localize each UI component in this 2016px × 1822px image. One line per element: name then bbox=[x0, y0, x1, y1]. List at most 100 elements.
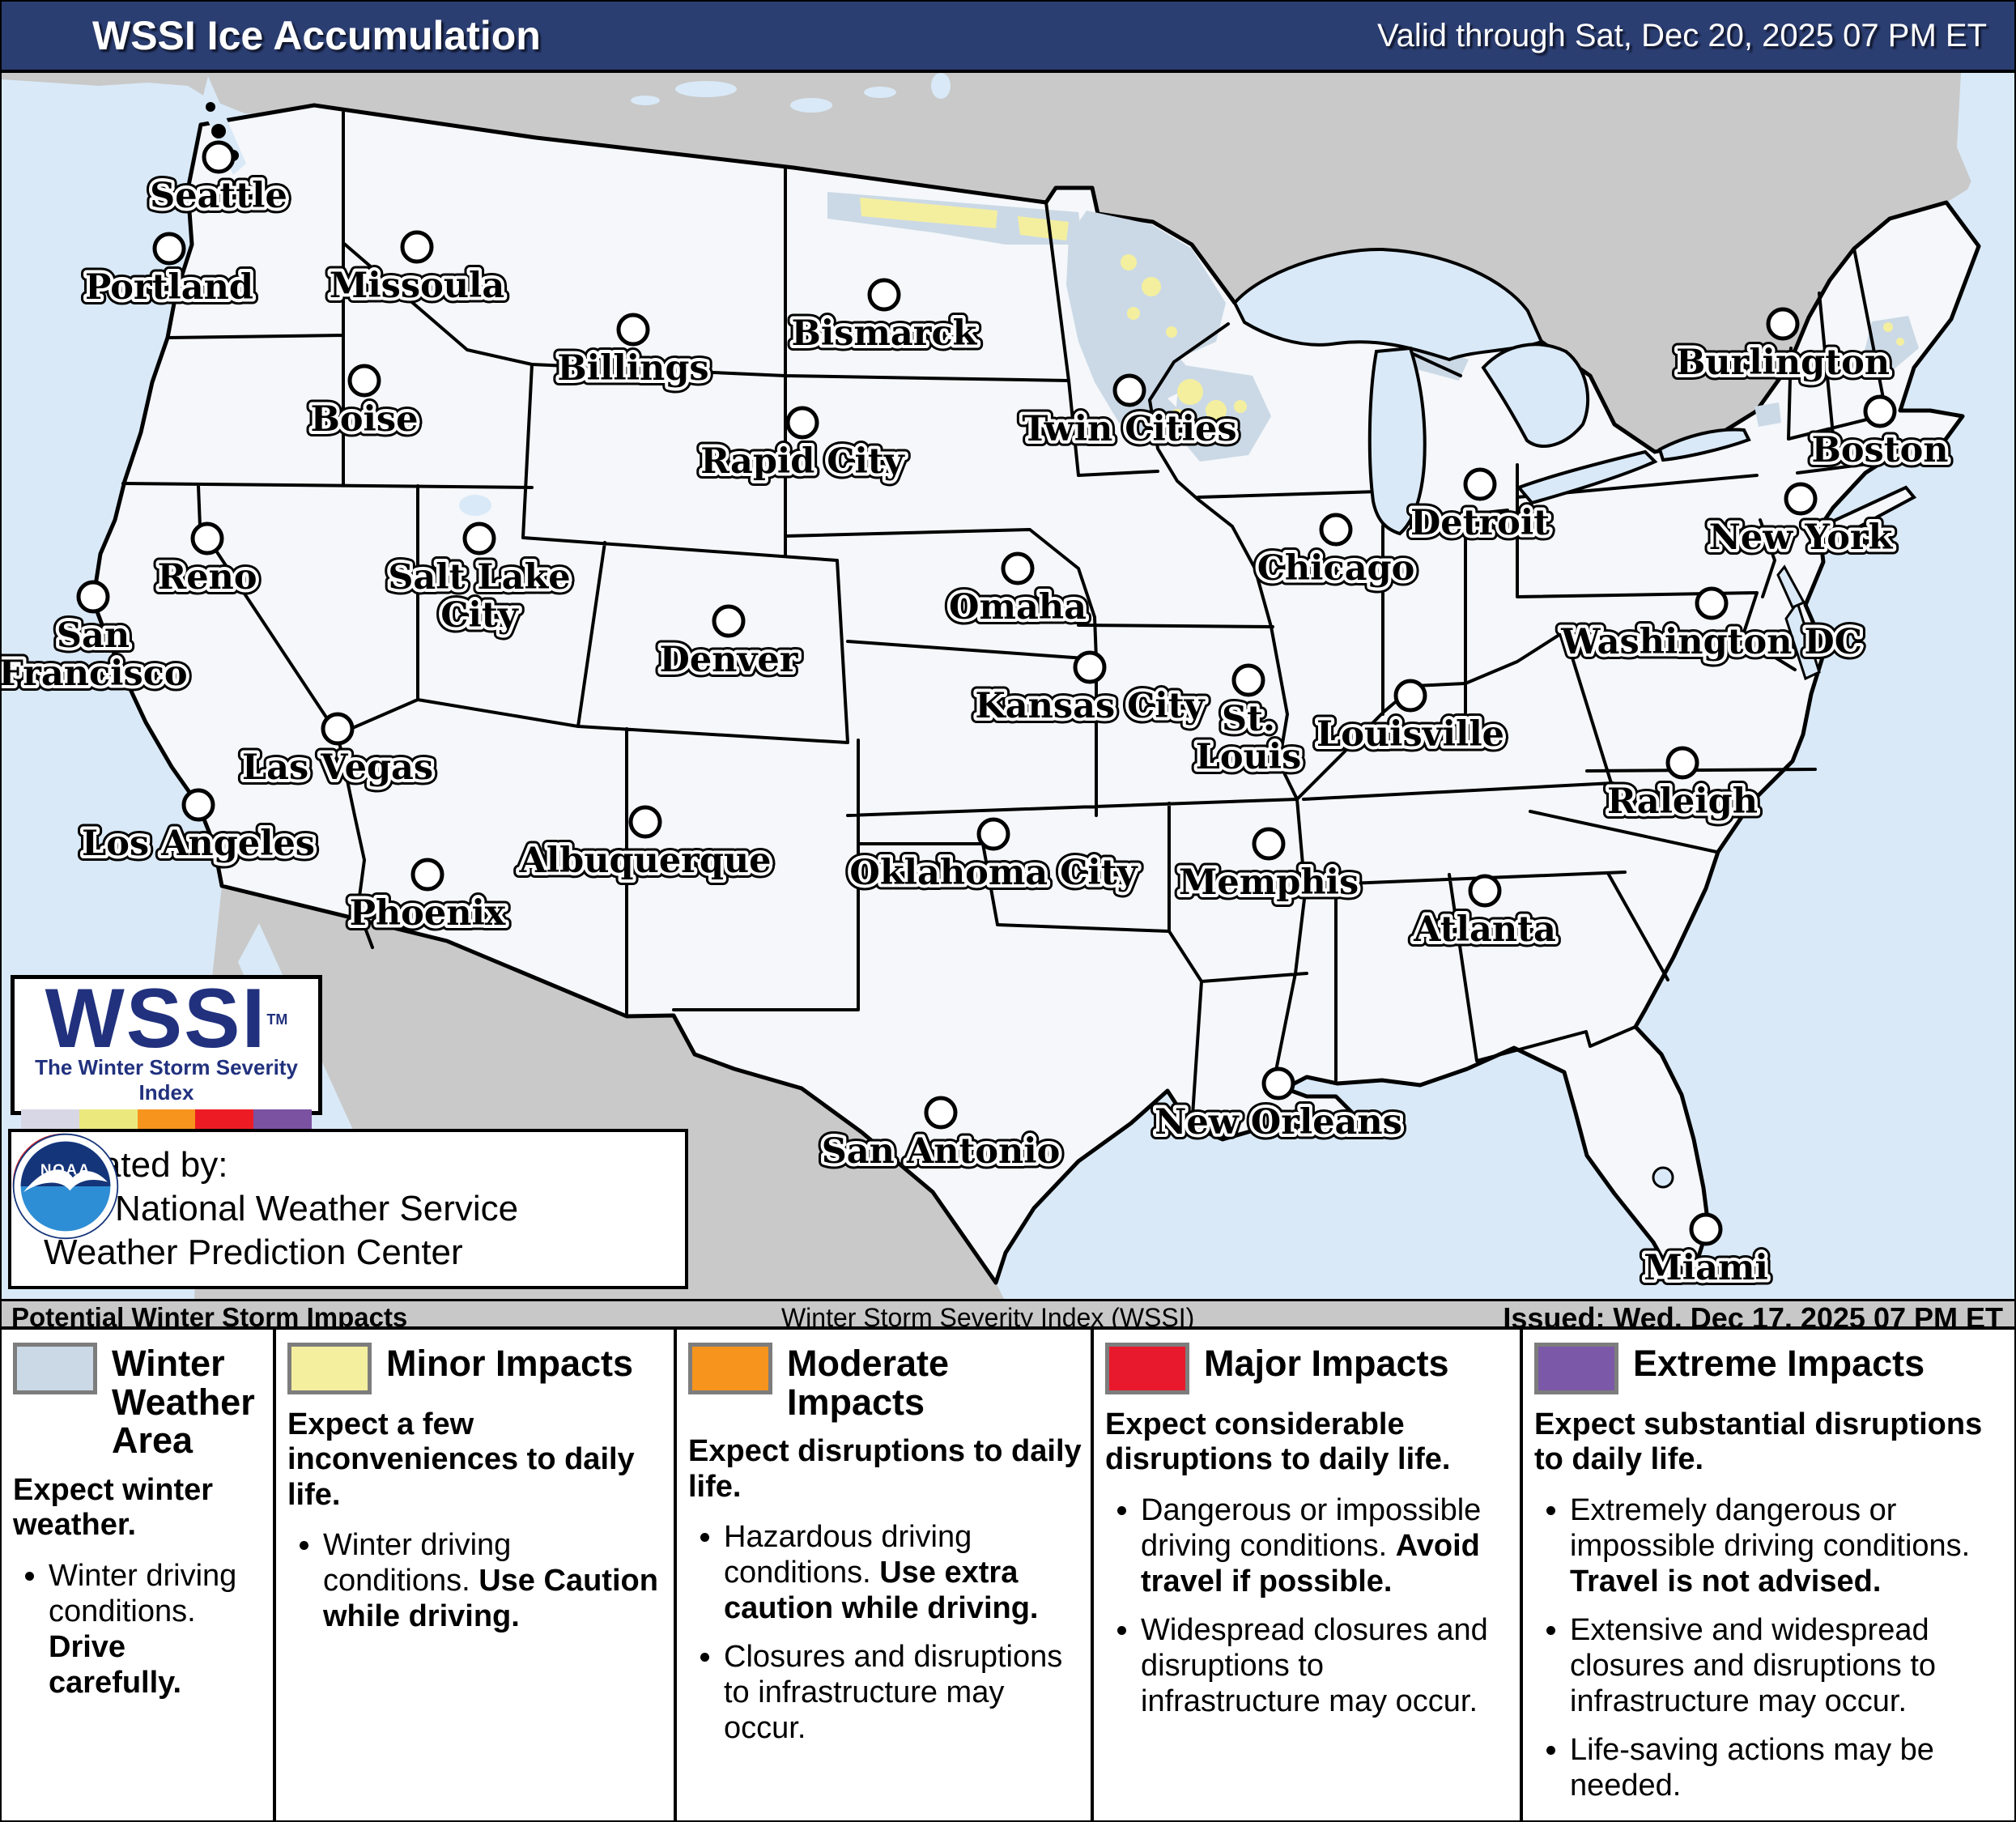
city-label: Detroit bbox=[1410, 503, 1550, 543]
city-dot bbox=[202, 140, 236, 174]
legend-column-header: Extreme Impacts bbox=[1534, 1343, 2010, 1394]
city-dot bbox=[152, 232, 186, 266]
minor-impact-shading bbox=[860, 198, 1904, 424]
city-dot bbox=[785, 406, 819, 440]
canada-landmass bbox=[2, 71, 2014, 452]
city-label: Rapid City bbox=[700, 441, 905, 482]
city-label: Omaha bbox=[949, 587, 1087, 628]
legend-column-header: Minor Impacts bbox=[287, 1343, 666, 1394]
legend-title: Winter Weather Area bbox=[112, 1343, 255, 1462]
city-label: Los Angeles bbox=[82, 824, 315, 864]
info-bar-subtitle: Winter Storm Severity Index (WSSI) bbox=[780, 1303, 1195, 1332]
city-label: Reno bbox=[157, 557, 257, 598]
city-label: Louis bbox=[1196, 737, 1302, 777]
city-dot bbox=[347, 364, 381, 398]
legend-bullet-list: Hazardous driving conditions. Use extra … bbox=[688, 1519, 1082, 1746]
city-dot bbox=[1001, 551, 1035, 585]
delaware-bay bbox=[1776, 564, 1806, 609]
header-bar: WSSI Ice Accumulation Valid through Sat,… bbox=[2, 2, 2014, 73]
legend-column-header: Winter Weather Area bbox=[13, 1343, 265, 1460]
city-label: Boston bbox=[1811, 430, 1948, 470]
city-dot bbox=[628, 805, 662, 839]
city-label: Miami bbox=[1644, 1248, 1768, 1288]
city-label: San bbox=[57, 615, 130, 656]
city-dot bbox=[190, 521, 224, 556]
city-dot bbox=[1252, 827, 1286, 861]
city-label: Los Angeles bbox=[82, 824, 315, 864]
city-label: Twin Cities bbox=[1022, 409, 1236, 449]
city-label: Portland bbox=[85, 267, 253, 308]
legend-bullet: Winter driving conditions. Drive careful… bbox=[49, 1558, 265, 1701]
legend-bullet: Hazardous driving conditions. Use extra … bbox=[724, 1519, 1082, 1626]
city-label: San Antonio bbox=[822, 1131, 1061, 1172]
issued-label: Issued: Wed, Dec 17, 2025 07 PM ET bbox=[1503, 1301, 2003, 1335]
city-label: Memphis bbox=[1179, 862, 1359, 903]
info-bar-title: Potential Winter Storm Impacts bbox=[11, 1302, 408, 1332]
credit-box: NOAA Created by: The National Weather Se… bbox=[8, 1129, 688, 1289]
coastal-details bbox=[201, 76, 1917, 1189]
lake-michigan bbox=[1367, 346, 1427, 536]
city-dot bbox=[1863, 394, 1897, 428]
city-label: Louisville bbox=[1316, 714, 1504, 755]
city-label: Las Vegas bbox=[242, 747, 433, 788]
city-dot bbox=[924, 1096, 958, 1130]
city-dot bbox=[976, 817, 1010, 851]
city-label: Billings bbox=[557, 348, 708, 389]
city-label: Missoula bbox=[330, 266, 505, 306]
city-dot bbox=[1112, 373, 1146, 407]
city-dot bbox=[1665, 746, 1699, 780]
city-label: Portland bbox=[85, 267, 253, 308]
city-dot bbox=[1261, 1066, 1295, 1100]
legend-intro: Expect substantial disruptions to daily … bbox=[1534, 1407, 1983, 1477]
city-label: Kansas City bbox=[975, 686, 1206, 726]
wssi-logo-tagline: The Winter Storm Severity Index bbox=[35, 1054, 298, 1105]
city-label: Boise bbox=[311, 399, 419, 440]
city-dot bbox=[1073, 650, 1107, 684]
valid-through-label: Valid through Sat, Dec 20, 2025 07 PM ET bbox=[1376, 17, 1987, 53]
city-label: Oklahoma City bbox=[849, 853, 1138, 893]
city-label: Washington DC bbox=[1560, 622, 1862, 662]
city-label: Burlington bbox=[1676, 343, 1890, 383]
city-label: Francisco bbox=[2, 653, 188, 694]
great-lakes bbox=[1232, 247, 1751, 536]
wssi-logo-box: WSSITM The Winter Storm Severity Index bbox=[11, 975, 322, 1134]
city-label: Salt Lake bbox=[388, 557, 570, 598]
city-label: Denver bbox=[660, 640, 799, 680]
city-label: Missoula bbox=[330, 266, 505, 306]
wssi-tm-mark: TM bbox=[266, 1011, 288, 1028]
city-label: Rapid City bbox=[700, 441, 905, 482]
city-label: New Orleans bbox=[1155, 1102, 1402, 1143]
city-dot bbox=[1393, 679, 1427, 713]
city-label: City bbox=[440, 595, 519, 636]
impact-legend: Winter Weather Area Expect winter weather… bbox=[2, 1330, 2014, 1820]
legend-title: Minor Impacts bbox=[386, 1343, 634, 1384]
city-label: Seattle bbox=[150, 176, 287, 216]
legend-intro: Expect a few inconveniences to daily lif… bbox=[287, 1407, 635, 1512]
city-label: Chicago bbox=[1257, 548, 1415, 589]
city-label: Denver bbox=[660, 640, 799, 680]
legend-bullet: Extremely dangerous or impossible drivin… bbox=[1570, 1492, 2010, 1599]
legend-column-extreme-impacts: Extreme Impacts Expect substantial disrup… bbox=[1520, 1330, 2014, 1820]
city-label: Francisco bbox=[2, 653, 188, 694]
city-label: New Orleans bbox=[1155, 1102, 1402, 1143]
lake-ontario bbox=[1657, 428, 1751, 462]
long-island bbox=[1819, 485, 1917, 545]
info-bar: Potential Winter Storm Impacts Winter St… bbox=[2, 1299, 2014, 1335]
city-label: New York bbox=[1709, 517, 1894, 558]
